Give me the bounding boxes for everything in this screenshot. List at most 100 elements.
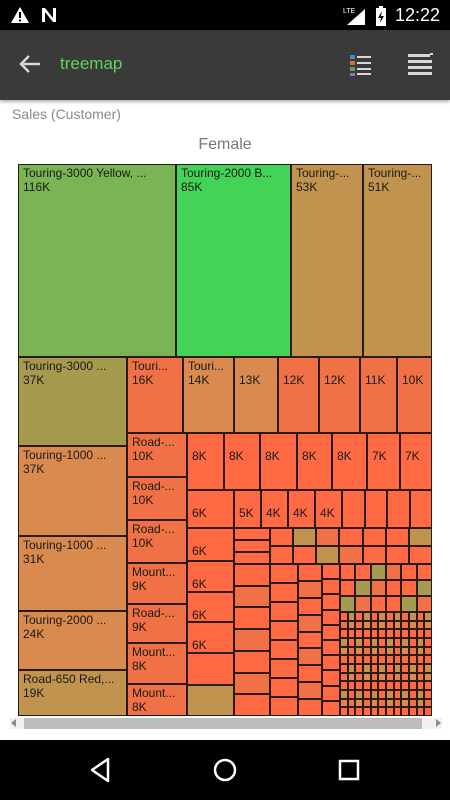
treemap-small-tile[interactable] xyxy=(416,596,432,612)
treemap-tile[interactable]: 10K xyxy=(397,357,432,433)
treemap-small-tile[interactable] xyxy=(363,690,371,699)
treemap-small-tile[interactable] xyxy=(355,655,363,664)
treemap-small-tile[interactable] xyxy=(322,624,340,640)
scrollbar-thumb[interactable] xyxy=(24,718,422,729)
treemap-tile[interactable]: 6K xyxy=(187,490,234,528)
treemap-small-tile[interactable] xyxy=(270,583,298,602)
treemap-small-tile[interactable] xyxy=(378,629,386,638)
treemap-small-tile[interactable] xyxy=(378,664,386,673)
treemap-tile[interactable]: Road-... 10K xyxy=(127,477,187,520)
treemap-small-tile[interactable] xyxy=(298,682,322,700)
treemap-small-tile[interactable] xyxy=(363,664,371,673)
treemap-small-tile[interactable] xyxy=(393,612,402,621)
treemap-small-tile[interactable] xyxy=(340,664,348,673)
treemap-small-tile[interactable] xyxy=(347,690,356,699)
treemap-small-tile[interactable] xyxy=(187,684,234,716)
treemap-small-tile[interactable] xyxy=(355,620,363,630)
treemap-small-tile[interactable] xyxy=(298,564,322,581)
treemap-small-tile[interactable] xyxy=(401,690,409,699)
treemap-small-tile[interactable] xyxy=(270,697,298,716)
treemap-small-tile[interactable] xyxy=(401,596,417,612)
treemap-small-tile[interactable] xyxy=(363,620,371,630)
treemap-small-tile[interactable] xyxy=(364,490,387,528)
treemap-small-tile[interactable] xyxy=(370,580,386,596)
treemap-small-tile[interactable] xyxy=(298,699,322,716)
treemap-small-tile[interactable] xyxy=(298,648,322,666)
treemap-small-tile[interactable] xyxy=(416,690,425,699)
treemap-small-tile[interactable] xyxy=(378,638,386,647)
treemap-small-tile[interactable] xyxy=(322,685,340,701)
treemap-small-tile[interactable] xyxy=(401,638,409,647)
treemap-tile[interactable]: 12K xyxy=(319,357,360,433)
treemap-small-tile[interactable] xyxy=(409,664,417,673)
treemap-small-tile[interactable] xyxy=(393,664,402,673)
treemap-tile[interactable]: 6K xyxy=(187,592,234,622)
treemap-small-tile[interactable] xyxy=(416,646,425,656)
treemap-small-tile[interactable] xyxy=(401,698,409,708)
treemap-small-tile[interactable] xyxy=(270,640,298,659)
treemap-small-tile[interactable] xyxy=(270,528,294,546)
treemap-small-tile[interactable] xyxy=(322,700,340,716)
treemap-small-tile[interactable] xyxy=(386,564,402,580)
treemap-small-tile[interactable] xyxy=(386,580,402,596)
treemap-small-tile[interactable] xyxy=(401,655,409,664)
treemap-small-tile[interactable] xyxy=(270,602,298,621)
treemap-small-tile[interactable] xyxy=(322,594,340,610)
scroll-left-arrow-icon[interactable] xyxy=(11,719,16,727)
treemap-small-tile[interactable] xyxy=(416,638,425,647)
treemap-tile[interactable]: 5K xyxy=(234,490,261,528)
treemap-small-tile[interactable] xyxy=(340,612,348,621)
treemap-small-tile[interactable] xyxy=(386,646,394,656)
treemap-small-tile[interactable] xyxy=(378,672,386,682)
treemap-tile[interactable]: 7K xyxy=(367,433,400,490)
treemap-small-tile[interactable] xyxy=(234,552,270,564)
treemap-small-tile[interactable] xyxy=(355,564,371,580)
treemap-small-tile[interactable] xyxy=(270,678,298,697)
treemap-small-tile[interactable] xyxy=(416,681,425,690)
treemap-tile[interactable]: Touring-3000 ... 37K xyxy=(18,357,127,446)
treemap-small-tile[interactable] xyxy=(355,681,363,690)
treemap-small-tile[interactable] xyxy=(355,664,363,673)
treemap-small-tile[interactable] xyxy=(424,646,432,656)
treemap-small-tile[interactable] xyxy=(234,672,270,695)
treemap-small-tile[interactable] xyxy=(409,698,417,708)
treemap-small-tile[interactable] xyxy=(378,646,386,656)
treemap-small-tile[interactable] xyxy=(401,672,409,682)
treemap-small-tile[interactable] xyxy=(270,659,298,678)
treemap-small-tile[interactable] xyxy=(370,629,379,638)
treemap-small-tile[interactable] xyxy=(340,580,356,596)
treemap-small-tile[interactable] xyxy=(370,620,379,630)
treemap-small-tile[interactable] xyxy=(340,620,348,630)
treemap-tile[interactable]: Touring-... 53K xyxy=(291,164,363,357)
treemap-small-tile[interactable] xyxy=(234,607,270,630)
treemap-tile[interactable]: 4K xyxy=(261,490,288,528)
treemap-small-tile[interactable] xyxy=(355,638,363,647)
treemap-small-tile[interactable] xyxy=(424,629,432,638)
treemap-tile[interactable]: 13K xyxy=(234,357,278,433)
treemap-small-tile[interactable] xyxy=(387,490,410,528)
treemap-small-tile[interactable] xyxy=(293,546,317,564)
treemap-small-tile[interactable] xyxy=(370,698,379,708)
treemap-small-tile[interactable] xyxy=(234,528,270,540)
treemap-small-tile[interactable] xyxy=(339,528,363,546)
treemap-small-tile[interactable] xyxy=(322,609,340,625)
treemap-small-tile[interactable] xyxy=(370,672,379,682)
treemap-tile[interactable]: 8K xyxy=(332,433,367,490)
treemap-small-tile[interactable] xyxy=(378,655,386,664)
treemap-small-tile[interactable] xyxy=(393,629,402,638)
treemap-tile[interactable]: Touring-1000 ... 37K xyxy=(18,446,127,536)
treemap-small-tile[interactable] xyxy=(416,620,425,630)
treemap-small-tile[interactable] xyxy=(322,655,340,671)
treemap-small-tile[interactable] xyxy=(340,681,348,690)
treemap-small-tile[interactable] xyxy=(385,528,409,546)
treemap-small-tile[interactable] xyxy=(378,698,386,708)
legend-list-icon[interactable] xyxy=(348,52,374,78)
treemap-small-tile[interactable] xyxy=(401,664,409,673)
nav-home-icon[interactable] xyxy=(210,755,240,785)
treemap-small-tile[interactable] xyxy=(339,546,363,564)
treemap-tile[interactable]: 7K xyxy=(400,433,432,490)
treemap-small-tile[interactable] xyxy=(347,681,356,690)
treemap-small-tile[interactable] xyxy=(234,694,270,716)
treemap-small-tile[interactable] xyxy=(298,614,322,632)
treemap-tile[interactable]: Touring-2000 B... 85K xyxy=(176,164,291,357)
